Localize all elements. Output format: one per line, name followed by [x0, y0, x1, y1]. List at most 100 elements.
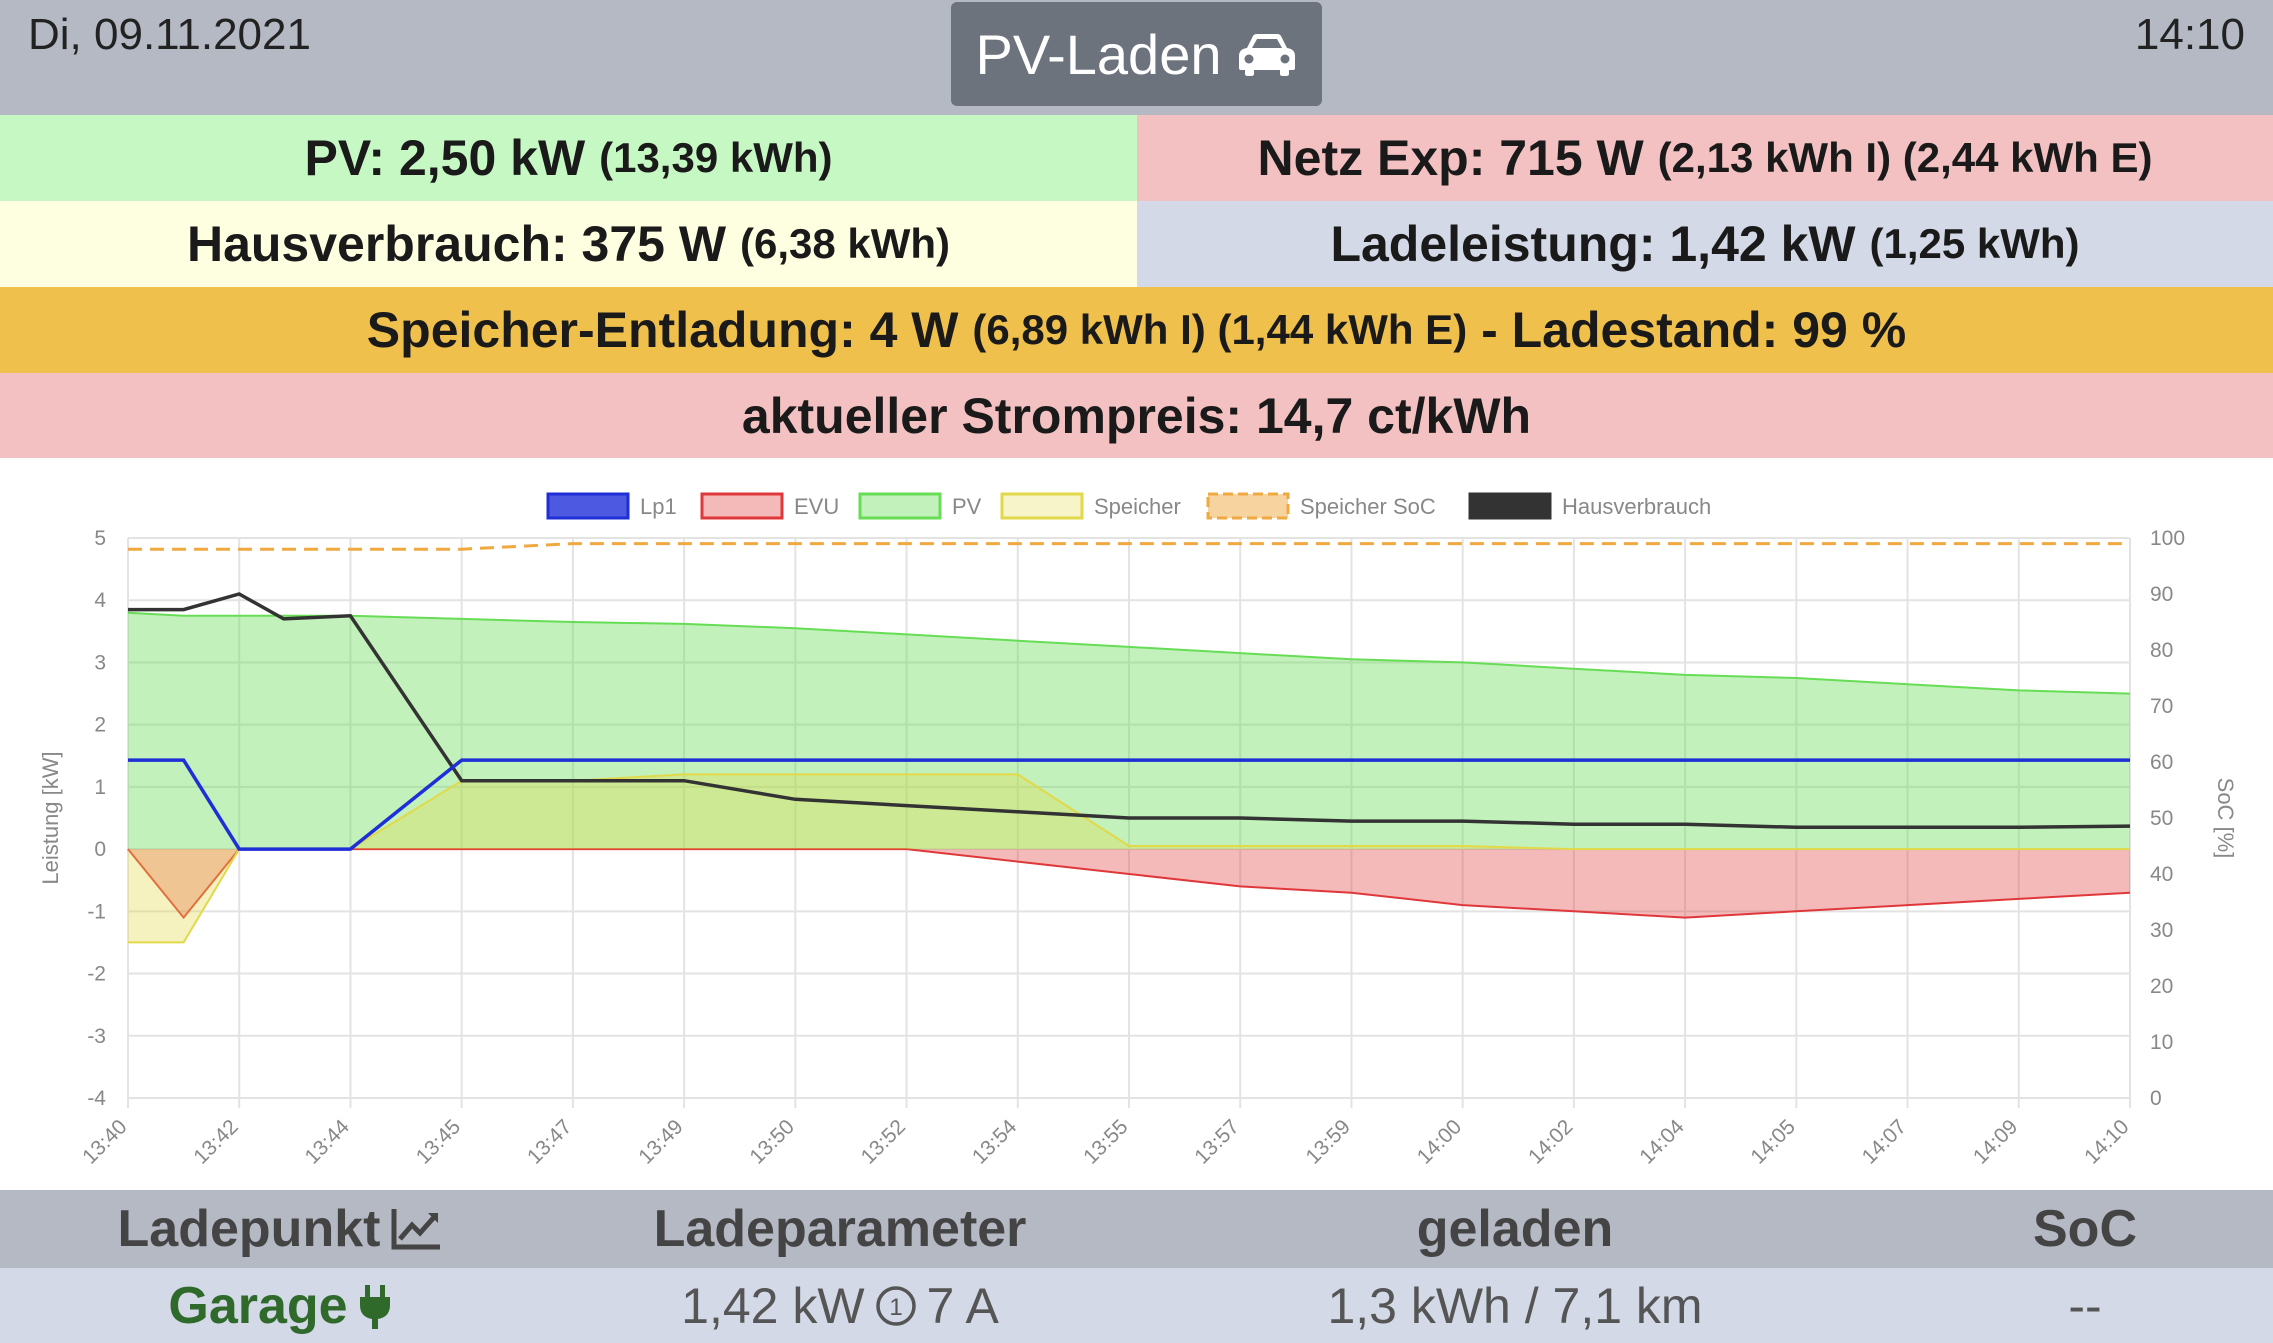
legend-swatch	[546, 492, 630, 520]
car-icon	[1239, 34, 1296, 76]
storage-energy: (6,89 kWh I) (1,44 kWh E)	[972, 306, 1468, 353]
y2-tick-label: 60	[2150, 751, 2173, 774]
y-tick-label: 5	[94, 527, 106, 550]
house-energy: (6,38 kWh)	[739, 220, 951, 267]
header-soc: SoC	[2033, 1200, 2137, 1258]
x-tick-label: 13:42	[189, 1115, 242, 1168]
hausverbrauch-series-line	[128, 592, 2131, 830]
y2-tick-label: 70	[2150, 695, 2173, 718]
chart-line-icon	[391, 1209, 441, 1250]
pv-energy: (13,39 kWh)	[599, 134, 833, 181]
x-tick-label: 13:52	[857, 1115, 910, 1168]
soc-value: --	[2068, 1277, 2102, 1334]
legend-label: PV	[952, 494, 982, 519]
y-tick-label: 0	[94, 838, 106, 861]
legend-label: EVU	[794, 494, 839, 519]
legend-swatch	[1000, 492, 1084, 520]
x-tick-label: 13:54	[968, 1115, 1022, 1169]
current-date: Di, 09.11.2021	[28, 10, 311, 59]
y2-tick-label: 80	[2150, 639, 2173, 662]
current-time: 14:10	[2134, 10, 2245, 59]
grid-status: Netz Exp: 715 W (2,13 kWh I) (2,44 kWh E…	[1137, 115, 2273, 201]
y2-tick-label: 30	[2150, 919, 2173, 942]
x-tick-label: 13:55	[1079, 1115, 1132, 1168]
y2-tick-label: 50	[2150, 807, 2173, 830]
y-axis-label: Leistung [kW]	[38, 751, 63, 884]
y2-tick-label: 0	[2150, 1087, 2162, 1110]
y2-axis-label: SoC [%]	[2213, 778, 2238, 859]
charge-current-value: 7 A	[926, 1277, 999, 1334]
house-power: Hausverbrauch: 375 W	[186, 216, 727, 272]
chart-svg[interactable]: 543210-1-2-3-4100908070605040302010013:4…	[0, 458, 2273, 1190]
header-ladeparameter: Ladeparameter	[653, 1200, 1027, 1258]
x-tick-label: 14:00	[1413, 1115, 1466, 1168]
pv-status: PV: 2,50 kW (13,39 kWh)	[0, 115, 1137, 201]
ladeparameter-value: 1,42 kW 1 7 A	[560, 1268, 1120, 1343]
y-tick-label: 1	[94, 776, 106, 799]
evu-series-area	[128, 849, 2130, 918]
storage-power: Speicher-Entladung: 4 W	[366, 302, 959, 358]
soc-series-line	[128, 542, 2130, 551]
phase-count-icon: 1	[875, 1285, 916, 1326]
ladepunkt-row[interactable]: Garage 1,42 kW 1 7 A 1,3 kWh / 7,1 km --	[0, 1268, 2273, 1343]
electricity-price: aktueller Strompreis: 14,7 ct/kWh	[741, 388, 1532, 444]
charge-mode-button[interactable]: PV-Laden	[951, 2, 1322, 106]
x-tick-label: 13:59	[1302, 1115, 1355, 1168]
y-tick-label: 4	[94, 589, 106, 612]
x-tick-label: 13:50	[745, 1115, 798, 1168]
plug-icon	[359, 1284, 390, 1329]
charge-status: Ladeleistung: 1,42 kW (1,25 kWh)	[1137, 201, 2273, 287]
charge-energy: (1,25 kWh)	[1869, 220, 2080, 267]
y2-tick-label: 40	[2150, 863, 2173, 886]
x-tick-label: 13:40	[78, 1115, 131, 1168]
header-geladen: geladen	[1416, 1200, 1614, 1258]
price-status: aktueller Strompreis: 14,7 ct/kWh	[0, 373, 2273, 459]
x-tick-label: 13:47	[523, 1115, 576, 1168]
y2-tick-label: 90	[2150, 583, 2173, 606]
power-chart[interactable]: 5 4 3 2 1 0 -1 -2 -3 -4 100 90 80 70 60 50 40 30 20 10 0 13:4…	[0, 458, 2273, 1190]
x-tick-label: 14:10	[2080, 1115, 2133, 1168]
grid-energy: (2,13 kWh I) (2,44 kWh E)	[1657, 134, 2153, 181]
top-bar: Di, 09.11.2021 PV-Laden 14:10	[0, 0, 2273, 115]
speicher-series-area	[128, 774, 2130, 943]
ladepunkt-garage[interactable]: Garage	[0, 1268, 560, 1343]
x-tick-label: 14:04	[1635, 1115, 1689, 1169]
y2-tick-label: 10	[2150, 1031, 2173, 1054]
x-tick-label: 13:57	[1190, 1115, 1243, 1168]
y-tick-label: -3	[87, 1025, 106, 1048]
y2-tick-label: 100	[2150, 527, 2185, 550]
legend-label: Speicher	[1094, 494, 1181, 519]
legend-swatch	[1206, 492, 1290, 520]
charge-power: Ladeleistung: 1,42 kW	[1330, 216, 1856, 272]
legend-swatch	[1468, 492, 1552, 520]
x-tick-label: 14:09	[1969, 1115, 2022, 1168]
header-ladepunkt[interactable]: Ladepunkt	[0, 1190, 560, 1268]
legend-label: Hausverbrauch	[1562, 494, 1711, 519]
x-tick-label: 14:07	[1858, 1115, 1911, 1168]
header-ladepunkt-label: Ladepunkt	[117, 1200, 381, 1258]
x-tick-label: 14:02	[1524, 1115, 1577, 1168]
house-status: Hausverbrauch: 375 W (6,38 kWh)	[0, 201, 1137, 287]
ladepunkt-table-header: Ladepunkt Ladeparameter geladen SoC	[0, 1190, 2273, 1268]
pv-series-line	[127, 611, 2131, 695]
phase-count: 1	[889, 1294, 902, 1321]
charge-power-value: 1,42 kW	[681, 1277, 865, 1334]
y-tick-label: 2	[94, 714, 106, 737]
legend-label: Speicher SoC	[1300, 494, 1436, 519]
pv-power: PV: 2,50 kW	[304, 130, 586, 186]
storage-soc: - Ladestand: 99 %	[1481, 302, 1907, 358]
x-tick-label: 14:05	[1746, 1115, 1799, 1168]
y-tick-label: -4	[87, 1087, 106, 1110]
charge-mode-label: PV-Laden	[975, 22, 1222, 86]
y-tick-label: -2	[87, 963, 106, 986]
x-tick-label: 13:44	[301, 1115, 355, 1169]
charged-value: 1,3 kWh / 7,1 km	[1327, 1277, 1703, 1334]
y-tick-label: 3	[94, 651, 106, 674]
y-tick-label: -1	[87, 900, 106, 923]
ladepunkt-name: Garage	[168, 1276, 348, 1335]
storage-status: Speicher-Entladung: 4 W (6,89 kWh I) (1,…	[0, 287, 2273, 373]
x-tick-label: 13:45	[412, 1115, 465, 1168]
legend-label: Lp1	[640, 494, 677, 519]
legend-swatch	[700, 492, 784, 520]
legend-swatch	[858, 492, 942, 520]
